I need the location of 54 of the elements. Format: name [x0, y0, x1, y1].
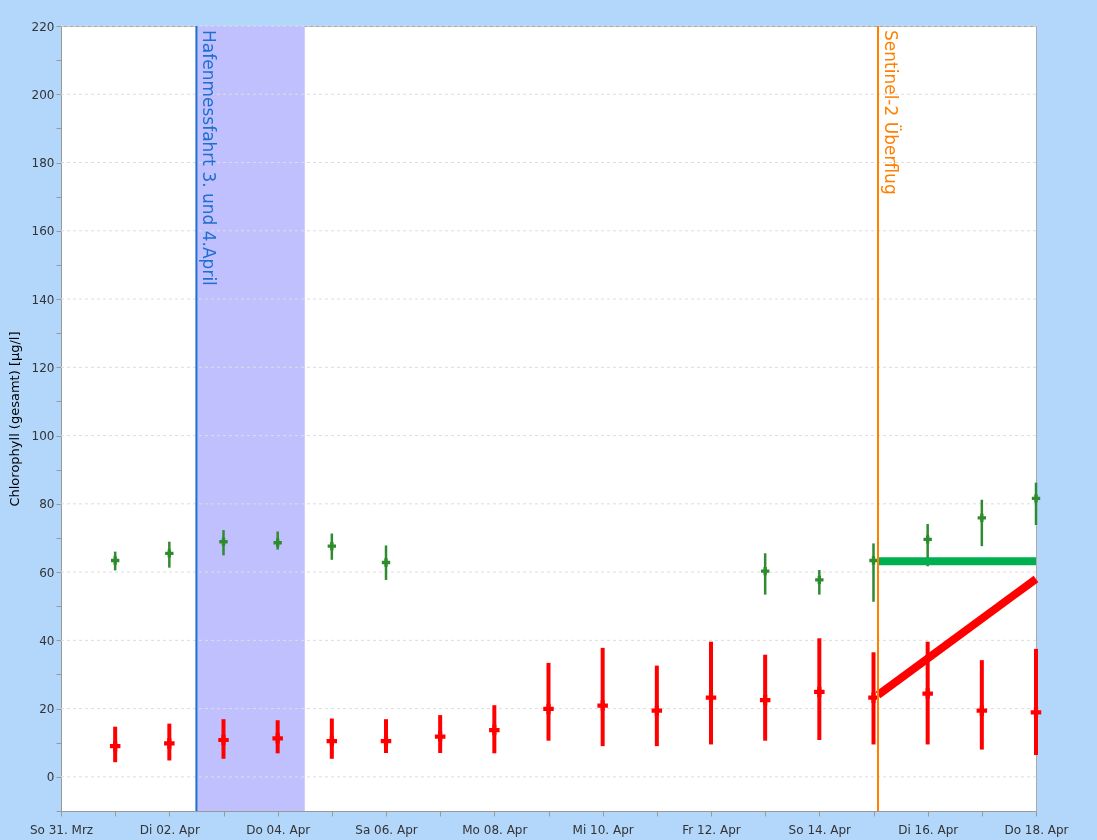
point	[110, 556, 120, 565]
point	[434, 731, 446, 742]
point	[489, 724, 500, 736]
point	[759, 694, 771, 706]
point	[1031, 494, 1041, 503]
y-tick-label: 0	[46, 770, 55, 785]
point	[705, 692, 717, 703]
point	[381, 558, 391, 567]
point	[272, 733, 283, 744]
point	[218, 734, 229, 746]
point	[651, 705, 663, 716]
y-tick-label: 160	[31, 224, 55, 239]
point	[814, 686, 825, 698]
point	[869, 556, 878, 565]
point	[922, 688, 933, 699]
point	[326, 735, 338, 747]
point	[543, 703, 554, 715]
point	[327, 541, 337, 551]
x-tick-label: Fr 12. Apr	[682, 822, 741, 837]
x-tick-label: Do 04. Apr	[246, 822, 311, 837]
ref-line-label: Sentinel-2 Überflug	[881, 30, 903, 195]
point	[976, 705, 988, 716]
point	[815, 575, 824, 585]
y-tick-label: 40	[39, 633, 55, 648]
x-tick-label: Di 02. Apr	[139, 822, 200, 837]
y-tick-label: 220	[31, 19, 55, 34]
y-tick-label: 200	[31, 87, 55, 102]
x-tick-label: Do 18. Apr	[1004, 822, 1069, 837]
y-tick-label: 120	[31, 360, 55, 375]
x-tick-label: Di 16. Apr	[898, 822, 959, 837]
y-tick-label: 60	[39, 565, 55, 580]
x-tick-label: So 14. Apr	[788, 822, 852, 837]
point	[380, 735, 392, 747]
point	[923, 535, 932, 544]
x-tick-label: So 31. Mrz	[29, 822, 94, 837]
point	[597, 700, 608, 711]
ref-line-label: Hafenmessfahrt 3. und 4.April	[199, 30, 220, 286]
point	[760, 566, 770, 576]
y-tick-label: 20	[39, 702, 55, 717]
point	[977, 513, 987, 522]
y-tick-label: 140	[31, 292, 55, 307]
y-tick-label: 100	[31, 429, 55, 444]
x-tick-label: Mi 10. Apr	[572, 822, 634, 837]
point	[219, 537, 228, 546]
point	[1030, 707, 1042, 718]
point	[165, 549, 174, 558]
point	[164, 738, 175, 749]
point	[273, 538, 282, 547]
x-tick-label: Sa 06. Apr	[355, 822, 418, 837]
point	[109, 740, 121, 752]
x-tick-label: Mo 08. Apr	[462, 822, 528, 837]
y-tick-label: 180	[31, 156, 55, 171]
y-tick-label: 80	[39, 497, 55, 512]
y-axis-title: Chlorophyll (gesamt) [µg/l]	[6, 331, 22, 507]
